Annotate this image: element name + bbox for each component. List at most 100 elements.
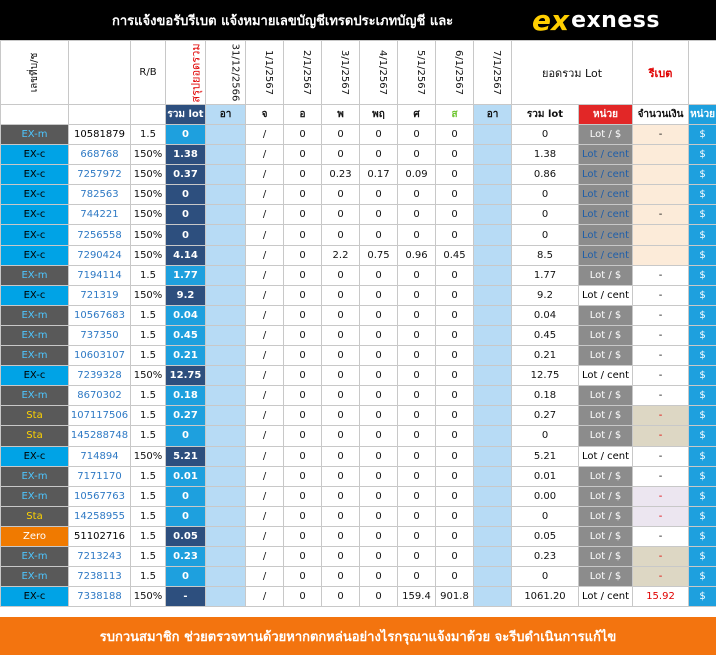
unit2: $ bbox=[688, 405, 716, 427]
day-value: 0 bbox=[359, 465, 398, 487]
account-number[interactable]: 7257972 bbox=[68, 164, 131, 186]
exness-logo: ex exness bbox=[532, 3, 660, 37]
day-value: / bbox=[245, 144, 284, 166]
lot-total: 12.75 bbox=[165, 365, 206, 387]
rebate-amount: - bbox=[632, 465, 690, 487]
lot-total: 0 bbox=[165, 204, 206, 226]
account-number[interactable]: 7290424 bbox=[68, 244, 131, 266]
day-value: / bbox=[245, 405, 284, 427]
day-value: 0 bbox=[359, 365, 398, 387]
account-number[interactable]: 107117506 bbox=[68, 405, 131, 427]
day-value: 0.96 bbox=[397, 244, 436, 266]
account-type: EX-m bbox=[0, 465, 69, 487]
unit2: $ bbox=[688, 485, 716, 507]
sum-lot: 1.77 bbox=[511, 264, 579, 286]
account-type: EX-m bbox=[0, 304, 69, 326]
day-value: 0 bbox=[283, 304, 322, 326]
table-row: EX-m 737350 1.5 0.45/0 0 0 0 0 0.45 Lot / $ - $ bbox=[0, 324, 716, 347]
day-value: 0.09 bbox=[397, 164, 436, 186]
unit: Lot / cent bbox=[577, 144, 634, 166]
account-number[interactable]: 145288748 bbox=[68, 425, 131, 447]
lot-total: 0.01 bbox=[165, 465, 206, 487]
day-value: 0.45 bbox=[435, 244, 474, 266]
day-value: 0 bbox=[359, 525, 398, 547]
day-value: 0 bbox=[397, 385, 436, 407]
day-value: / bbox=[245, 164, 284, 186]
account-number[interactable]: 668768 bbox=[68, 144, 131, 166]
account-number[interactable]: 10581879 bbox=[68, 123, 131, 146]
lot-total-header: สรุปยอดรวม bbox=[165, 40, 206, 105]
account-number[interactable]: 10567763 bbox=[68, 485, 131, 507]
account-number[interactable]: 714894 bbox=[68, 445, 131, 467]
day-value: / bbox=[245, 345, 284, 367]
rebate-amount: - bbox=[632, 324, 690, 347]
day-value bbox=[473, 184, 512, 206]
day-value: 0 bbox=[435, 385, 474, 407]
account-number[interactable]: 8670302 bbox=[68, 385, 131, 407]
day-header: ส bbox=[435, 104, 474, 125]
rebate-amount: - bbox=[632, 304, 690, 326]
rb-header: R/B bbox=[130, 40, 166, 105]
account-number[interactable]: 744221 bbox=[68, 204, 131, 226]
account-number[interactable]: 7171170 bbox=[68, 465, 131, 487]
day-header: จ bbox=[245, 104, 284, 125]
rebate-amount bbox=[632, 244, 690, 266]
account-number[interactable]: 10567683 bbox=[68, 304, 131, 326]
day-value: 0 bbox=[435, 405, 474, 427]
account-number[interactable]: 14258955 bbox=[68, 505, 131, 527]
day-value: 0 bbox=[397, 123, 436, 146]
unit: Lot / cent bbox=[577, 224, 634, 246]
day-value: 0 bbox=[397, 365, 436, 387]
table-row: EX-m 7194114 1.5 1.77/0 0 0 0 0 1.77 Lot / $ - $ bbox=[0, 264, 716, 286]
account-type: EX-c bbox=[0, 365, 69, 387]
account-number[interactable]: 7239328 bbox=[68, 365, 131, 387]
day-value: 0 bbox=[435, 304, 474, 326]
day-value: 0 bbox=[397, 445, 436, 467]
account-number[interactable]: 51102716 bbox=[68, 525, 131, 547]
day-value: 0 bbox=[283, 184, 322, 206]
day-value bbox=[473, 123, 512, 146]
day-value: 0 bbox=[283, 425, 322, 447]
day-value: 0 bbox=[397, 345, 436, 367]
account-number[interactable]: 7213243 bbox=[68, 545, 131, 568]
sum-lot: 0.21 bbox=[511, 345, 579, 367]
table-row: EX-m 10567763 1.5 0/0 0 0 0 0 0.00 Lot / $ - $ bbox=[0, 485, 716, 507]
day-value bbox=[205, 224, 246, 246]
unit: Lot / $ bbox=[577, 485, 634, 507]
account-number[interactable]: 721319 bbox=[68, 284, 131, 306]
lot-total: 1.77 bbox=[165, 264, 206, 286]
day-value: / bbox=[245, 184, 284, 206]
account-number[interactable]: 7256558 bbox=[68, 224, 131, 246]
account-number[interactable]: 782563 bbox=[68, 184, 131, 206]
sum-lot: 0.45 bbox=[511, 324, 579, 347]
account-number[interactable]: 10603107 bbox=[68, 345, 131, 367]
day-value: 0 bbox=[435, 425, 474, 447]
unit2: $ bbox=[688, 586, 716, 608]
lot-total: 0.18 bbox=[165, 385, 206, 407]
date-header: 4/1/2567 bbox=[359, 40, 398, 105]
day-value: 0 bbox=[283, 164, 322, 186]
rb-value: 150% bbox=[130, 284, 166, 306]
lot-total: 9.2 bbox=[165, 284, 206, 306]
footer-banner: รบกวนสมาชิก ช่วยตรวจทานด้วยหากตกหล่นอย่า… bbox=[0, 617, 716, 655]
account-number[interactable]: 7338188 bbox=[68, 586, 131, 608]
day-value: / bbox=[245, 264, 284, 286]
day-value: 0 bbox=[283, 545, 322, 568]
lot-total: 4.14 bbox=[165, 244, 206, 266]
rebate-amount: - bbox=[632, 385, 690, 407]
account-number[interactable]: 737350 bbox=[68, 324, 131, 347]
unit2: $ bbox=[688, 123, 716, 146]
day-value: 0 bbox=[321, 425, 360, 447]
day-value: 0 bbox=[283, 445, 322, 467]
day-value: 0 bbox=[321, 304, 360, 326]
day-value: 0 bbox=[321, 445, 360, 467]
day-value: 0 bbox=[397, 324, 436, 347]
day-value: 2.2 bbox=[321, 244, 360, 266]
sum-lot: 0 bbox=[511, 425, 579, 447]
day-value: 0 bbox=[283, 385, 322, 407]
account-number[interactable]: 7238113 bbox=[68, 566, 131, 588]
rebate-table: เลขที่บ/ช R/B สรุปยอดรวม 31/12/2566 1/1/… bbox=[0, 40, 716, 608]
account-number[interactable]: 7194114 bbox=[68, 264, 131, 286]
day-header: ศ bbox=[397, 104, 436, 125]
unit2: $ bbox=[688, 144, 716, 166]
